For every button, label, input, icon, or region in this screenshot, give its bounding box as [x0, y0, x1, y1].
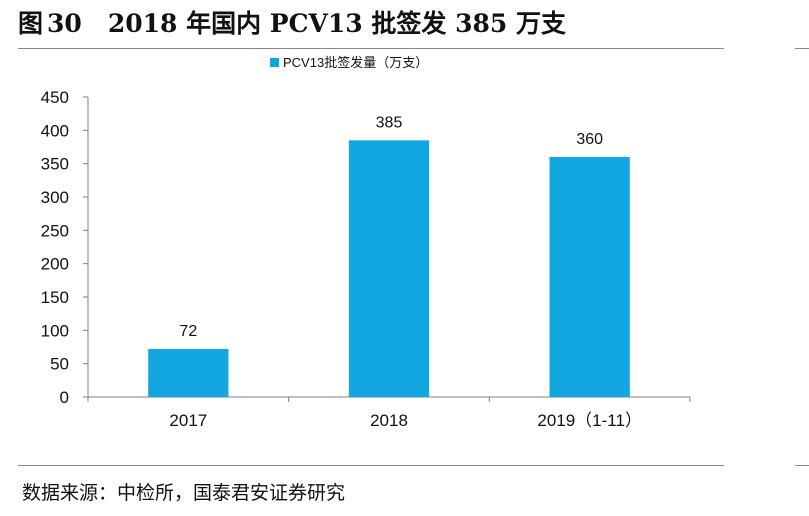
data-label: 360: [576, 131, 603, 148]
bar-2017: [148, 349, 229, 397]
y-axis: 0 50 100 150 200 250 300 350 400 450: [41, 88, 89, 407]
bar-series: [148, 140, 630, 397]
y-tick-label: 150: [41, 288, 69, 307]
y-tick-label: 450: [41, 88, 69, 107]
figure-title-text: 2018 年国内 PCV13 批签发 385 万支: [107, 9, 566, 38]
chart-legend: PCV13批签发量（万支）: [270, 55, 428, 70]
figure-label: 图: [18, 9, 44, 38]
source-divider: [18, 465, 724, 466]
data-label: 72: [179, 323, 197, 340]
figure-number: 30: [47, 9, 82, 38]
y-tick-label: 400: [41, 121, 69, 140]
title-divider: [18, 48, 724, 49]
y-tick-label: 250: [41, 221, 69, 240]
x-tick-label: 2017: [169, 411, 207, 430]
x-axis: 2017 2018 2019（1-11）: [87, 396, 691, 430]
legend-label: PCV13批签发量（万支）: [283, 55, 428, 70]
figure-title: 图 30 2018 年国内 PCV13 批签发 385 万支: [18, 6, 566, 42]
right-panel-divider-bottom: [795, 465, 809, 466]
data-label: 385: [376, 114, 403, 131]
y-tick-label: 200: [41, 255, 69, 274]
legend-swatch: [270, 58, 279, 67]
y-tick-label: 0: [60, 388, 69, 407]
bar-20191-11: [549, 157, 630, 397]
data-labels: 72 385 360: [179, 114, 603, 340]
x-tick-label: 2019（1-11）: [537, 411, 642, 430]
y-tick-label: 300: [41, 188, 69, 207]
bar-2018: [348, 140, 430, 397]
right-panel-divider: [795, 48, 809, 49]
bar-chart: PCV13批签发量（万支） 0 50 100 150 200 250 300 350 400 45…: [41, 55, 691, 430]
source-note: 数据来源：中检所，国泰君安证券研究: [22, 482, 346, 504]
y-tick-label: 350: [41, 155, 69, 174]
y-tick-label: 50: [50, 355, 69, 374]
x-tick-label: 2018: [370, 411, 408, 430]
y-tick-label: 100: [41, 321, 69, 340]
